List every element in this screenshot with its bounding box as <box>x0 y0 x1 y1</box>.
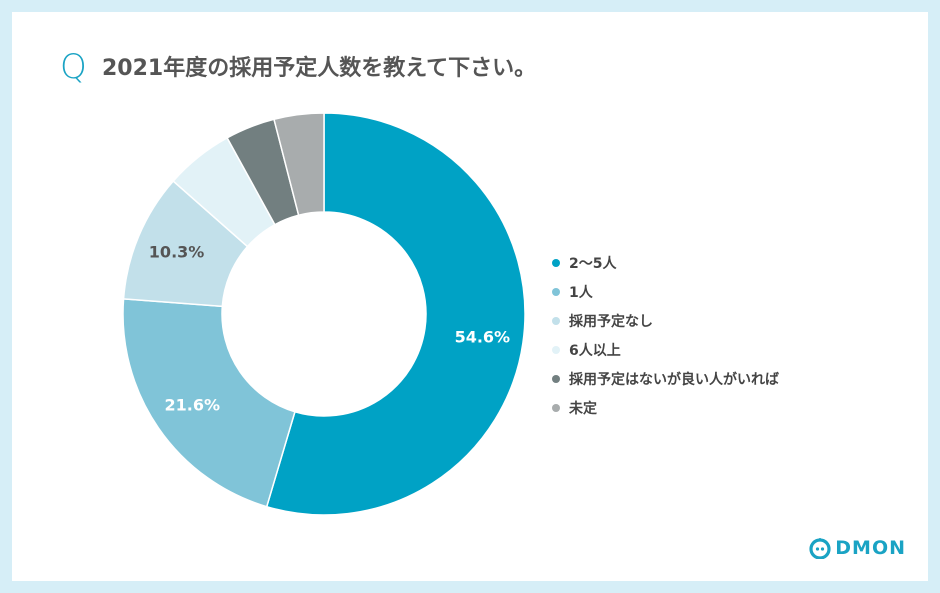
legend-swatch <box>552 316 560 325</box>
codmon-logo: DMON <box>809 537 906 559</box>
legend-swatch <box>552 403 560 412</box>
legend-label: 採用予定なし <box>569 313 653 330</box>
donut-slice <box>273 112 325 217</box>
legend-label: 採用予定はないが良い人がいれば <box>569 371 779 388</box>
legend-item: 採用予定なし <box>552 306 779 335</box>
legend-swatch <box>552 287 560 296</box>
logo-text: DMON <box>835 537 906 559</box>
legend-item: 未定 <box>552 393 779 422</box>
slice-data-label: 21.6% <box>164 395 220 414</box>
donut-chart: 54.6% 21.6% 10.3% <box>122 112 526 516</box>
legend-label: 1人 <box>569 284 593 301</box>
legend-item: 2〜5人 <box>552 248 779 277</box>
chart-legend: 2〜5人 1人採用予定なし 6人以上採用予定はないが良い人がいれば 未定 <box>552 248 779 422</box>
legend-label: 未定 <box>569 400 597 417</box>
question-mark: Q <box>60 47 87 87</box>
legend-label: 6人以上 <box>569 342 621 359</box>
legend-swatch <box>552 374 560 383</box>
legend-label: 2〜5人 <box>569 255 617 272</box>
legend-item: 採用予定はないが良い人がいれば <box>552 364 779 393</box>
survey-card: Q 2021年度の採用予定人数を教えて下さい。 54.6% 21.6% 10.3% … <box>12 12 928 581</box>
legend-item: 6人以上 <box>552 335 779 364</box>
legend-swatch <box>552 258 560 267</box>
slice-data-label: 10.3% <box>149 242 205 261</box>
slice-data-label: 54.6% <box>455 328 511 347</box>
legend-item: 1人 <box>552 277 779 306</box>
legend-swatch <box>552 345 560 354</box>
question-title: 2021年度の採用予定人数を教えて下さい。 <box>102 56 537 81</box>
codmon-logo-icon <box>809 538 831 559</box>
donut-slice <box>265 112 526 516</box>
donut-slice <box>122 298 296 508</box>
